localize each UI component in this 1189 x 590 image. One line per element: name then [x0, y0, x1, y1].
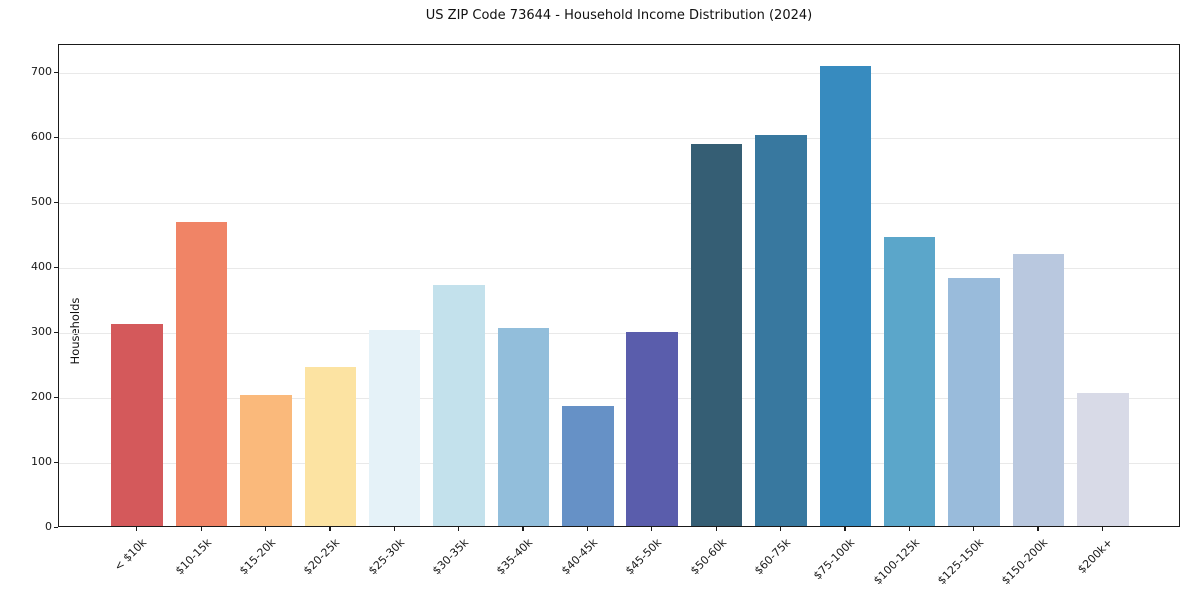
x-tick-label: $40-45k [558, 536, 601, 578]
y-tick-mark [54, 396, 58, 399]
x-tick-label: $125-150k [935, 536, 987, 588]
x-tick-mark [586, 527, 588, 531]
y-tick-label: 600 [31, 129, 52, 143]
bar-< $10k [111, 324, 163, 526]
x-tick-mark [522, 527, 524, 531]
bar-$30-35k [433, 285, 485, 526]
y-tick-label: 700 [31, 64, 52, 78]
bar-$15-20k [240, 395, 292, 526]
y-tick-mark [54, 527, 58, 529]
bar-$20-25k [304, 366, 357, 526]
x-tick-mark [136, 527, 138, 531]
y-tick-label: 0 [45, 520, 52, 533]
x-tick-mark [393, 527, 395, 531]
x-tick-mark [200, 527, 202, 531]
y-tick-label: 300 [31, 324, 52, 338]
y-tick-label: 200 [31, 389, 52, 403]
x-tick-mark [908, 527, 910, 531]
bar-$60-75k [755, 134, 807, 526]
x-tick-mark [458, 527, 460, 531]
x-tick-mark [1037, 527, 1039, 531]
y-tick-mark [54, 461, 58, 464]
y-tick-mark [54, 136, 58, 139]
gridline-y400 [59, 267, 1179, 269]
x-tick-mark [329, 527, 331, 531]
x-tick-mark [1101, 527, 1103, 531]
gridline-y700 [59, 72, 1179, 74]
bar-$50-60k [690, 144, 743, 526]
chart-title: US ZIP Code 73644 - Household Income Dis… [425, 8, 813, 23]
x-tick-label: $150-200k [999, 536, 1051, 588]
bar-$100-125k [883, 237, 936, 526]
gridline-y200 [59, 397, 1179, 399]
y-tick-mark [54, 201, 58, 204]
bar-$40-45k [562, 405, 614, 526]
bar-$10-15k [175, 222, 228, 526]
x-tick-label: < $10k [111, 536, 150, 574]
bar-$75-100k [819, 66, 872, 526]
y-axis-title: Households [68, 297, 82, 365]
x-tick-label: $35-40k [494, 536, 536, 578]
plot-area: Households [58, 44, 1180, 527]
bar-$25-30k [368, 329, 421, 526]
x-tick-mark [779, 527, 782, 531]
gridline-y600 [59, 137, 1179, 139]
x-tick-mark [715, 527, 717, 531]
bar-$150-200k [1012, 254, 1065, 526]
x-tick-label: $10-15k [172, 536, 214, 578]
y-tick-mark [54, 71, 58, 74]
x-tick-label: $60-75k [751, 536, 794, 578]
y-tick-label: 400 [31, 259, 52, 273]
x-tick-label: $45-50k [623, 536, 665, 578]
x-tick-label: $50-60k [687, 536, 729, 578]
x-tick-label: $30-35k [429, 536, 472, 578]
y-tick-label: 100 [31, 454, 52, 468]
x-tick-mark [651, 527, 653, 531]
bar-$45-50k [626, 331, 678, 526]
x-tick-label: $75-100k [811, 536, 858, 583]
bar-$125-150k [948, 277, 1000, 526]
x-tick-label: $25-30k [365, 536, 407, 578]
bar-$35-40k [497, 328, 550, 526]
x-tick-label: $20-25k [301, 536, 343, 578]
x-tick-label: $15-20k [236, 536, 279, 578]
bar-$200k+ [1077, 392, 1129, 526]
gridline-y100 [59, 462, 1179, 464]
gridline-y500 [59, 202, 1179, 204]
x-tick-mark [844, 527, 846, 531]
y-tick-mark [54, 266, 58, 269]
gridline-y300 [59, 332, 1179, 334]
x-tick-label: $100-125k [870, 536, 922, 588]
x-tick-label: $200k+ [1074, 536, 1116, 577]
x-tick-mark [264, 527, 267, 531]
x-tick-mark [973, 527, 975, 531]
y-tick-mark [54, 331, 58, 334]
y-tick-label: 500 [31, 194, 52, 208]
